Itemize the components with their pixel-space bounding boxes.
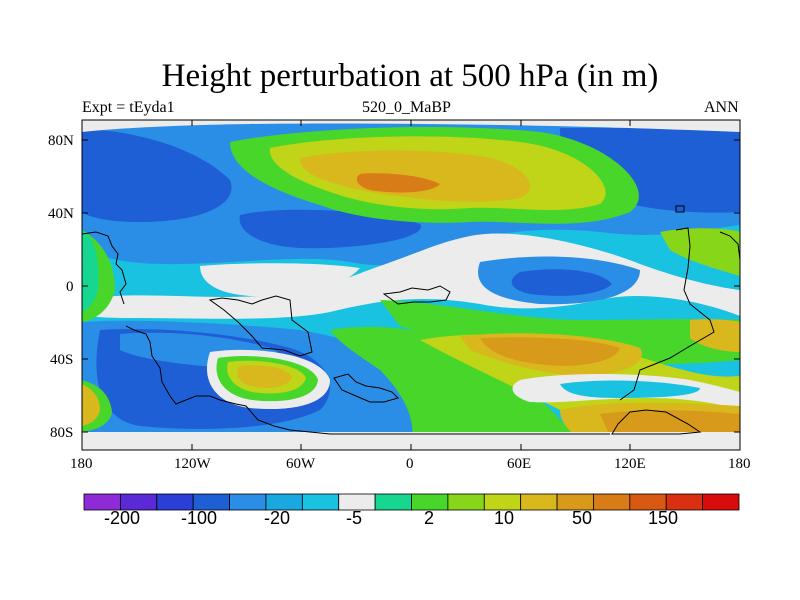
coastline-east-edge (719, 231, 741, 261)
colorbar-label: -20 (264, 508, 290, 528)
colorbar-box (229, 493, 267, 511)
lon-label-60e: 60E (507, 456, 531, 472)
lon-label-120e: 120E (614, 456, 646, 472)
lon-label-180w: 180 (70, 456, 93, 472)
lat-label-80n: 80N (48, 133, 74, 149)
lon-label-0: 0 (406, 456, 414, 472)
coastline-antarctic-peninsula (333, 373, 399, 403)
colorbar-label: 2 (424, 508, 434, 528)
coastline-antarctic-east (611, 409, 702, 435)
colorbar-label: -100 (181, 508, 217, 528)
coastline-antarctic-west (125, 325, 610, 435)
lat-label-40s: 40S (50, 352, 73, 368)
lat-label-0: 0 (66, 279, 74, 295)
colorbar-label: 10 (494, 508, 514, 528)
colorbar-label: -5 (346, 508, 362, 528)
coastline-pacific-east (619, 227, 715, 401)
colorbar-box (702, 493, 740, 511)
lon-label-120w: 120W (174, 456, 212, 472)
coastline-africa (208, 295, 313, 357)
pacific-low-west (82, 129, 232, 222)
colorbar-label: -200 (104, 508, 140, 528)
colorbar-box (301, 493, 340, 511)
colorbar (83, 493, 740, 511)
lon-label-60w: 60W (286, 456, 316, 472)
season-label: ANN (704, 99, 739, 116)
coastline-west (81, 231, 127, 305)
experiment-label: Expt = tEyda1 (82, 99, 175, 116)
colorbar-label: 50 (572, 508, 592, 528)
colorbar-label: 150 (648, 508, 678, 528)
lat-label-80s: 80S (50, 425, 73, 441)
lat-label-40n: 40N (48, 206, 74, 222)
colorbar-box (374, 493, 412, 511)
colorbar-box (593, 493, 631, 511)
coastlines (81, 205, 741, 435)
colorbar-box (520, 493, 558, 511)
case-label: 520_0_MaBP (362, 99, 451, 116)
colorbar-box (447, 493, 485, 511)
figure-title: Height perturbation at 500 hPa (in m) (161, 58, 659, 94)
coastline-island (675, 205, 685, 213)
tick-marks (81, 120, 741, 450)
contour-field (82, 120, 740, 450)
coastline-maritime (382, 285, 451, 305)
lon-label-180e: 180 (728, 456, 751, 472)
